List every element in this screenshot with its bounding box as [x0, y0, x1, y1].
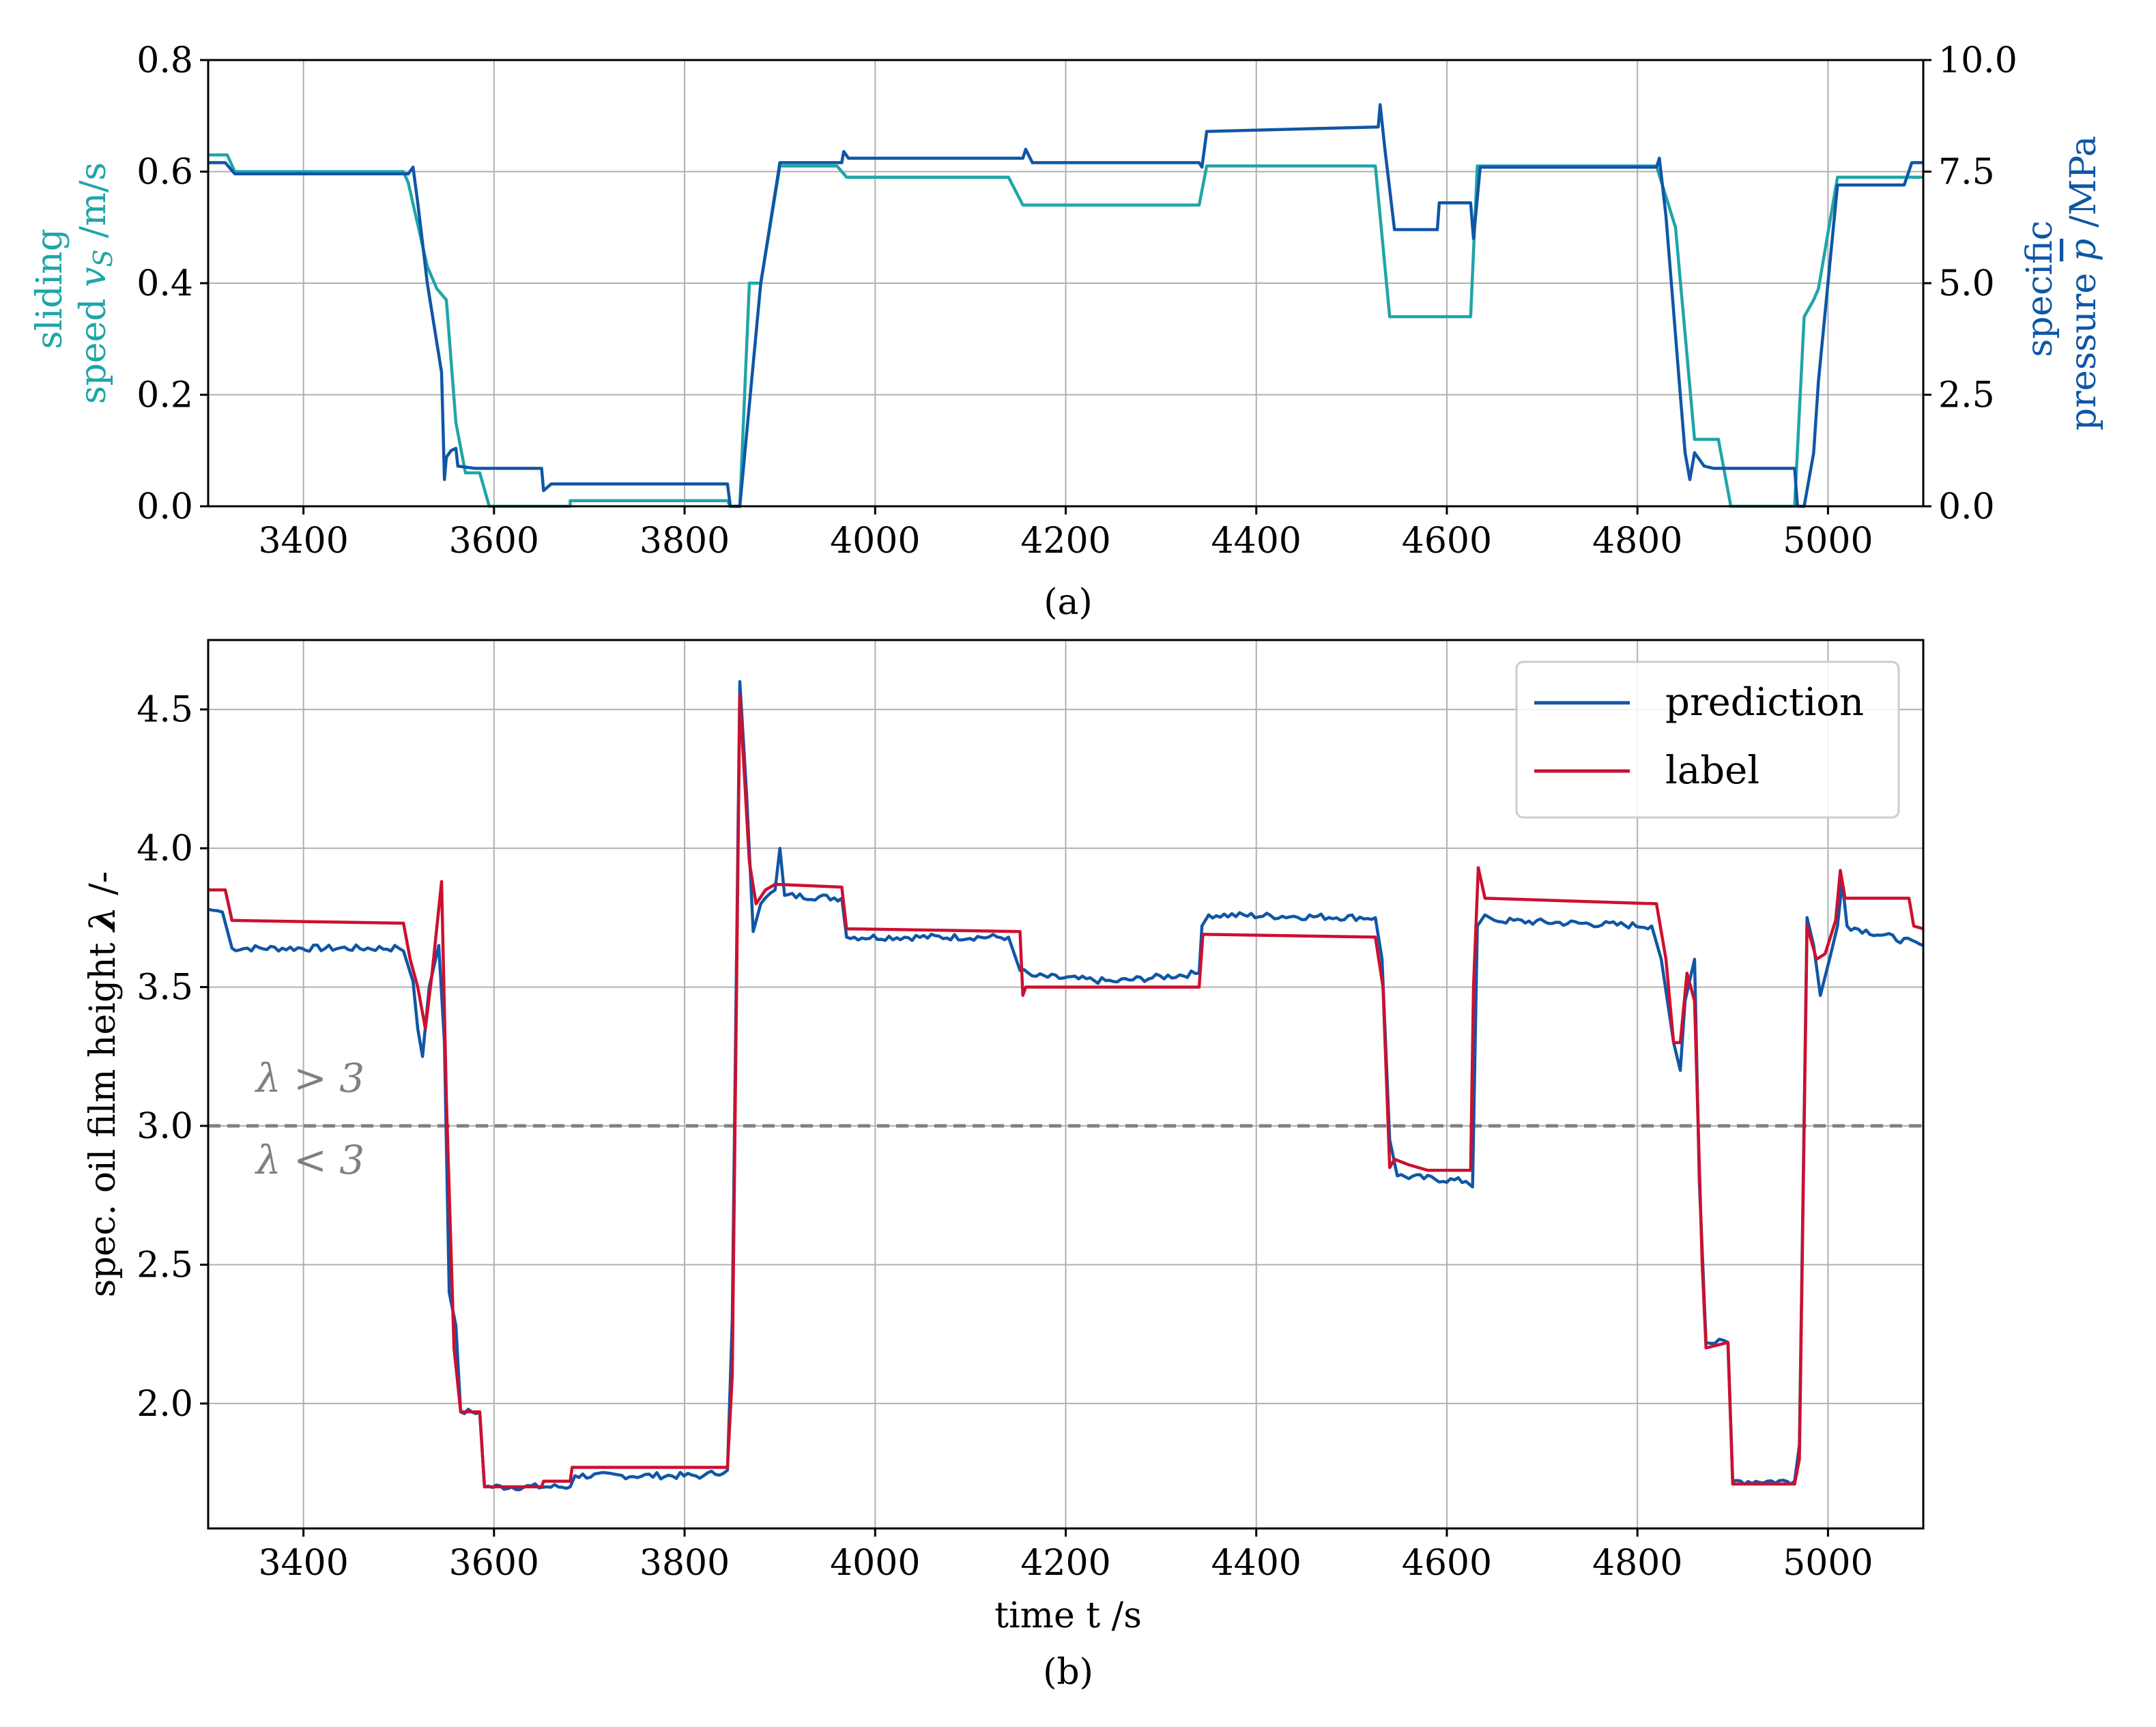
- panel-a-xtick-label-3: 4000: [830, 521, 920, 562]
- panel-b-xtick-label-5: 4400: [1211, 1543, 1302, 1584]
- left-axis-label-subscript: S: [88, 249, 118, 267]
- left-axis-label-line1: sliding: [29, 229, 70, 349]
- panel-a-xtick-label-0: 3400: [258, 521, 348, 562]
- right-axis-label-symbol: p: [2063, 239, 2104, 261]
- panel-b-xtick-label-2: 3800: [639, 1543, 730, 1584]
- panel-b-x-ticks: 3400 3600 3800 4000 4200 4400 4600 4800 5000: [258, 1528, 1873, 1584]
- panel-b-ytick-label-3: 3.5: [136, 968, 193, 1008]
- panel-b-ytick-label-4: 4.0: [136, 828, 193, 869]
- panel-b-label: (b): [1043, 1652, 1093, 1693]
- prediction-line: [207, 680, 1924, 1492]
- panel-b-ytick-label-1: 2.5: [136, 1245, 193, 1286]
- panel-a-xtick-label-4: 4200: [1020, 521, 1110, 562]
- panel-a-ytick-left-label-0: 0.0: [136, 487, 193, 527]
- panel-a-x-ticks: 3400 3600 3800 4000 4200 4400 4600 4800 5000: [258, 506, 1873, 562]
- panel-a-right-axis-label: specific pressure p /MPa: [2020, 136, 2104, 431]
- panel-a-xtick-label-2: 3800: [639, 521, 730, 562]
- panel-b-ytick-label-5: 4.5: [136, 690, 193, 731]
- panel-a-xtick-label-5: 4400: [1211, 521, 1302, 562]
- panel-a-grid: [208, 59, 1923, 507]
- panel-a-left-axis-label: sliding speed vS /m/s: [29, 162, 118, 404]
- panel-a-ytick-right-label-2: 5.0: [1938, 263, 1995, 304]
- panel-b-ytick-label-0: 2.0: [136, 1384, 193, 1425]
- panel-a-y-ticks-left: 0.0 0.2 0.4 0.6 0.8: [136, 40, 208, 527]
- left-axis-label-symbol: v: [73, 267, 114, 287]
- y-axis-label-unit: /-: [83, 871, 124, 907]
- panel-a-xtick-label-7: 4800: [1592, 521, 1682, 562]
- threshold-above-label: λ > 3: [255, 1055, 364, 1101]
- panel-b-y-ticks: 2.0 2.5 3.0 3.5 4.0 4.5: [136, 690, 208, 1425]
- panel-a-xtick-label-1: 3600: [449, 521, 539, 562]
- panel-a-lines: [208, 103, 1923, 508]
- panel-b-xtick-label-7: 4800: [1592, 1543, 1682, 1584]
- y-axis-label-prefix: spec. oil film height: [83, 931, 124, 1297]
- threshold-below-label: λ < 3: [255, 1137, 364, 1183]
- panel-a-ytick-right-label-1: 2.5: [1938, 375, 1995, 416]
- panel-a-ytick-left-label-3: 0.6: [136, 152, 193, 193]
- panel-b-xtick-label-0: 3400: [258, 1543, 348, 1584]
- left-axis-label-unit: /m/s: [73, 162, 114, 250]
- panel-b-xtick-label-3: 4000: [830, 1543, 920, 1584]
- sliding-speed-line: [208, 153, 1923, 508]
- svg-text:spec. oil film height λ /-: spec. oil film height λ /-: [82, 871, 124, 1297]
- panel-b: 3400 3600 3800 4000 4200 4400 4600 4800 5000 2.0…: [82, 639, 1925, 1693]
- panel-a-ytick-right-label-3: 7.5: [1938, 152, 1995, 193]
- panel-b-xtick-label-8: 5000: [1783, 1543, 1873, 1584]
- right-axis-label-unit: /MPa: [2063, 136, 2104, 239]
- panel-a-ytick-right-label-0: 0.0: [1938, 487, 1995, 527]
- right-axis-label-line1: specific: [2020, 220, 2060, 357]
- x-axis-label: time t /s: [994, 1595, 1142, 1636]
- panel-b-lines: [207, 680, 1924, 1492]
- panel-b-grid: [208, 640, 1923, 1528]
- panel-a-xtick-label-6: 4600: [1402, 521, 1492, 562]
- panel-a-ytick-left-label-2: 0.4: [136, 263, 193, 304]
- panel-b-ytick-label-2: 3.0: [136, 1106, 193, 1147]
- panel-b-xtick-label-4: 4200: [1020, 1543, 1110, 1584]
- panel-b-y-axis-label: spec. oil film height λ /-: [82, 871, 124, 1297]
- y-axis-label-symbol: λ: [82, 906, 124, 932]
- specific-pressure-line: [208, 103, 1923, 508]
- svg-text:sliding speed vS /m/s: sliding speed vS /m/s: [29, 162, 118, 404]
- svg-text:specific pressure p /M: specific pressure p /MPa: [2020, 136, 2104, 431]
- right-axis-label-prefix: pressure: [2063, 261, 2104, 431]
- legend-box: [1515, 661, 1900, 819]
- legend: prediction label: [1515, 661, 1900, 819]
- panel-a-label: (a): [1044, 582, 1093, 623]
- panel-a-y-ticks-right: 0.0 2.5 5.0 7.5 10.0: [1923, 40, 2017, 527]
- legend-label-label: label: [1665, 749, 1759, 793]
- panel-a-ytick-right-label-4: 10.0: [1938, 40, 2017, 81]
- legend-prediction-label: prediction: [1665, 680, 1864, 725]
- label-line: [208, 694, 1924, 1489]
- panel-a-xtick-label-8: 5000: [1783, 521, 1873, 562]
- panel-b-xtick-label-6: 4600: [1402, 1543, 1492, 1584]
- panel-a-ytick-left-label-4: 0.8: [136, 40, 193, 81]
- panel-a-ytick-left-label-1: 0.2: [136, 375, 193, 416]
- panel-a: 3400 3600 3800 4000 4200 4400 4600 4800 5000 0.0…: [29, 40, 2104, 623]
- panel-b-xtick-label-1: 3600: [449, 1543, 539, 1584]
- left-axis-label-prefix: speed: [73, 287, 114, 404]
